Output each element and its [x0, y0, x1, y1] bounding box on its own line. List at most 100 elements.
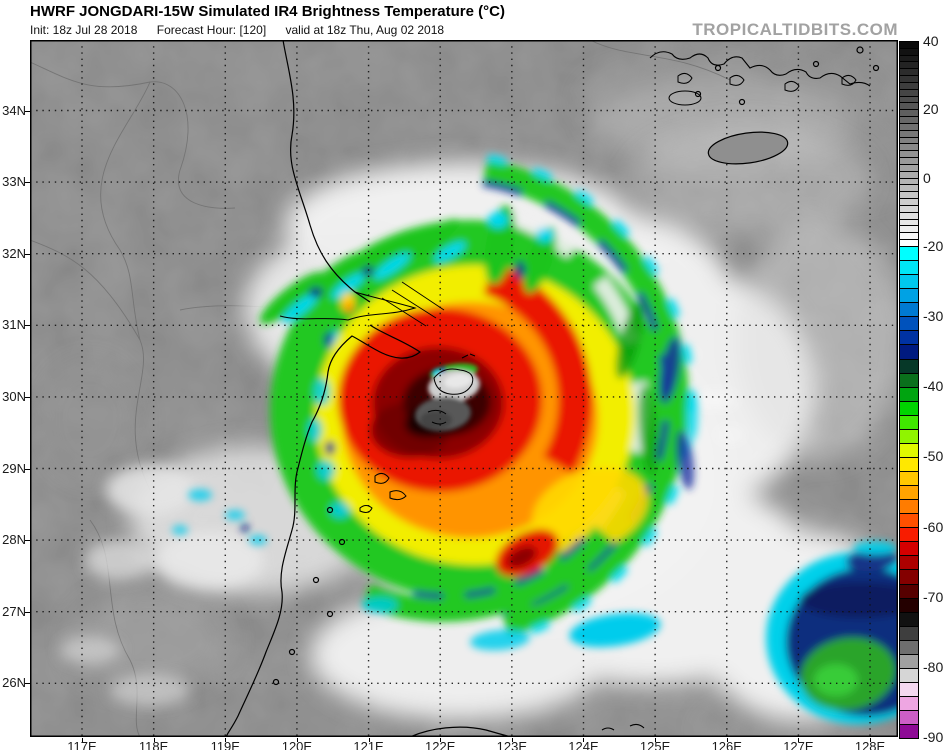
- colorbar-cell: [900, 275, 918, 290]
- colorbar-cell: [900, 89, 918, 97]
- colorbar-cell: [900, 640, 918, 655]
- colorbar-cell: [900, 130, 918, 138]
- init-time-label: Init: 18z Jul 28 2018: [30, 23, 138, 37]
- colorbar-cell: [900, 42, 918, 49]
- colorbar-cell: [900, 144, 918, 152]
- lat-label: 33N: [2, 174, 26, 190]
- lon-tick: [726, 738, 728, 742]
- colorbar-color-section: [900, 247, 918, 739]
- colorbar-cell: [900, 233, 918, 241]
- storm-eye: [415, 363, 480, 432]
- colorbar-cell: [900, 82, 918, 90]
- colorbar-cell: [900, 626, 918, 641]
- colorbar-cell: [900, 556, 918, 571]
- colorbar-cell: [900, 178, 918, 186]
- colorbar-tick-label: -90: [923, 729, 944, 745]
- run-info-line: Init: 18z Jul 28 2018 Forecast Hour: [12…: [30, 23, 460, 37]
- lat-tick: [25, 683, 30, 685]
- lat-label: 27N: [2, 603, 26, 619]
- colorbar-cell: [900, 69, 918, 77]
- lat-tick: [25, 253, 30, 255]
- lat-tick: [25, 110, 30, 112]
- lat-tick: [25, 611, 30, 613]
- lon-label: 128E: [854, 739, 886, 750]
- colorbar-tick-label: -80: [923, 658, 944, 675]
- colorbar-cell: [900, 668, 918, 683]
- page-title: HWRF JONGDARI-15W Simulated IR4 Brightne…: [30, 3, 505, 20]
- nw-rainbands: [259, 219, 493, 348]
- grid-lines: [30, 40, 898, 737]
- lon-label: 118E: [138, 739, 169, 750]
- lat-label: 30N: [2, 388, 26, 404]
- map-plot-area: [30, 40, 898, 737]
- lon-label: 124E: [568, 739, 599, 750]
- se-cold-cloud-mass: [766, 541, 898, 724]
- lon-tick: [655, 738, 657, 742]
- colorbar-cell: [900, 542, 918, 557]
- colorbar-tick-label: -30: [923, 308, 944, 325]
- lat-label: 32N: [2, 245, 26, 261]
- lon-label: 120E: [281, 739, 313, 750]
- colorbar-tick-label: -60: [923, 518, 944, 535]
- colorbar-cell: [900, 303, 918, 318]
- colorbar-cell: [900, 48, 918, 56]
- colorbar-cell: [900, 55, 918, 63]
- colorbar-cell: [900, 415, 918, 430]
- colorbar-cell: [900, 359, 918, 374]
- colorbar-cell: [900, 158, 918, 165]
- lat-tick: [25, 468, 30, 470]
- lon-tick: [82, 738, 83, 742]
- colorbar-cell: [900, 457, 918, 472]
- forecast-hour-label: Forecast Hour: [120]: [156, 23, 267, 37]
- colorbar-cell: [900, 219, 918, 227]
- colorbar-cell: [900, 401, 918, 416]
- watermark-tropicaltidbits: TROPICALTIDBITS.COM: [692, 20, 898, 39]
- lon-tick: [225, 738, 227, 742]
- lon-label: 127E: [783, 739, 814, 750]
- lat-label: 28N: [2, 532, 26, 548]
- lon-label: 122E: [425, 739, 456, 750]
- jeju-island: [707, 131, 789, 165]
- colorbar-cell: [900, 171, 918, 179]
- lon-label: 126E: [711, 739, 742, 750]
- lon-tick: [368, 738, 370, 742]
- colorbar-cell: [900, 331, 918, 346]
- colorbar-cell: [900, 62, 918, 70]
- colorbar-cell: [900, 137, 918, 145]
- lon-tick: [153, 738, 155, 742]
- colorbar-cell: [900, 185, 918, 193]
- colorbar-cell: [900, 240, 918, 247]
- korea-coast: [649, 46, 880, 106]
- lat-tick: [25, 325, 30, 327]
- lon-tick: [440, 738, 442, 742]
- lat-tick: [25, 540, 30, 542]
- lat-tick: [25, 396, 30, 398]
- colorbar-cell: [900, 289, 918, 304]
- colorbar-cell: [900, 514, 918, 529]
- colorbar-cell: [900, 151, 918, 159]
- weather-map: [30, 40, 898, 737]
- colorbar-tick-label: 40: [923, 33, 939, 49]
- colorbar-grayscale-section: [900, 42, 918, 247]
- lon-label: 121E: [353, 739, 384, 750]
- colorbar-tick-label: -20: [923, 238, 944, 254]
- lon-tick: [870, 738, 872, 742]
- colorbar-cell: [900, 654, 918, 669]
- colorbar-tick-label: -70: [923, 588, 944, 605]
- colorbar-cell: [900, 226, 918, 234]
- lon-label: 117E: [67, 739, 97, 750]
- lon-tick: [296, 738, 298, 742]
- lat-label: 31N: [2, 317, 26, 333]
- lat-tick: [25, 182, 30, 184]
- colorbar-cell: [900, 429, 918, 444]
- colorbar-tick-label: -50: [923, 448, 944, 465]
- map-border: [30, 40, 898, 737]
- colorbar-cell: [900, 117, 918, 124]
- lat-label: 29N: [2, 460, 26, 476]
- colorbar-cell: [900, 103, 918, 111]
- colorbar-cell: [900, 486, 918, 501]
- lon-tick: [511, 738, 513, 742]
- lat-label: 26N: [2, 675, 26, 691]
- coastlines: [225, 40, 880, 737]
